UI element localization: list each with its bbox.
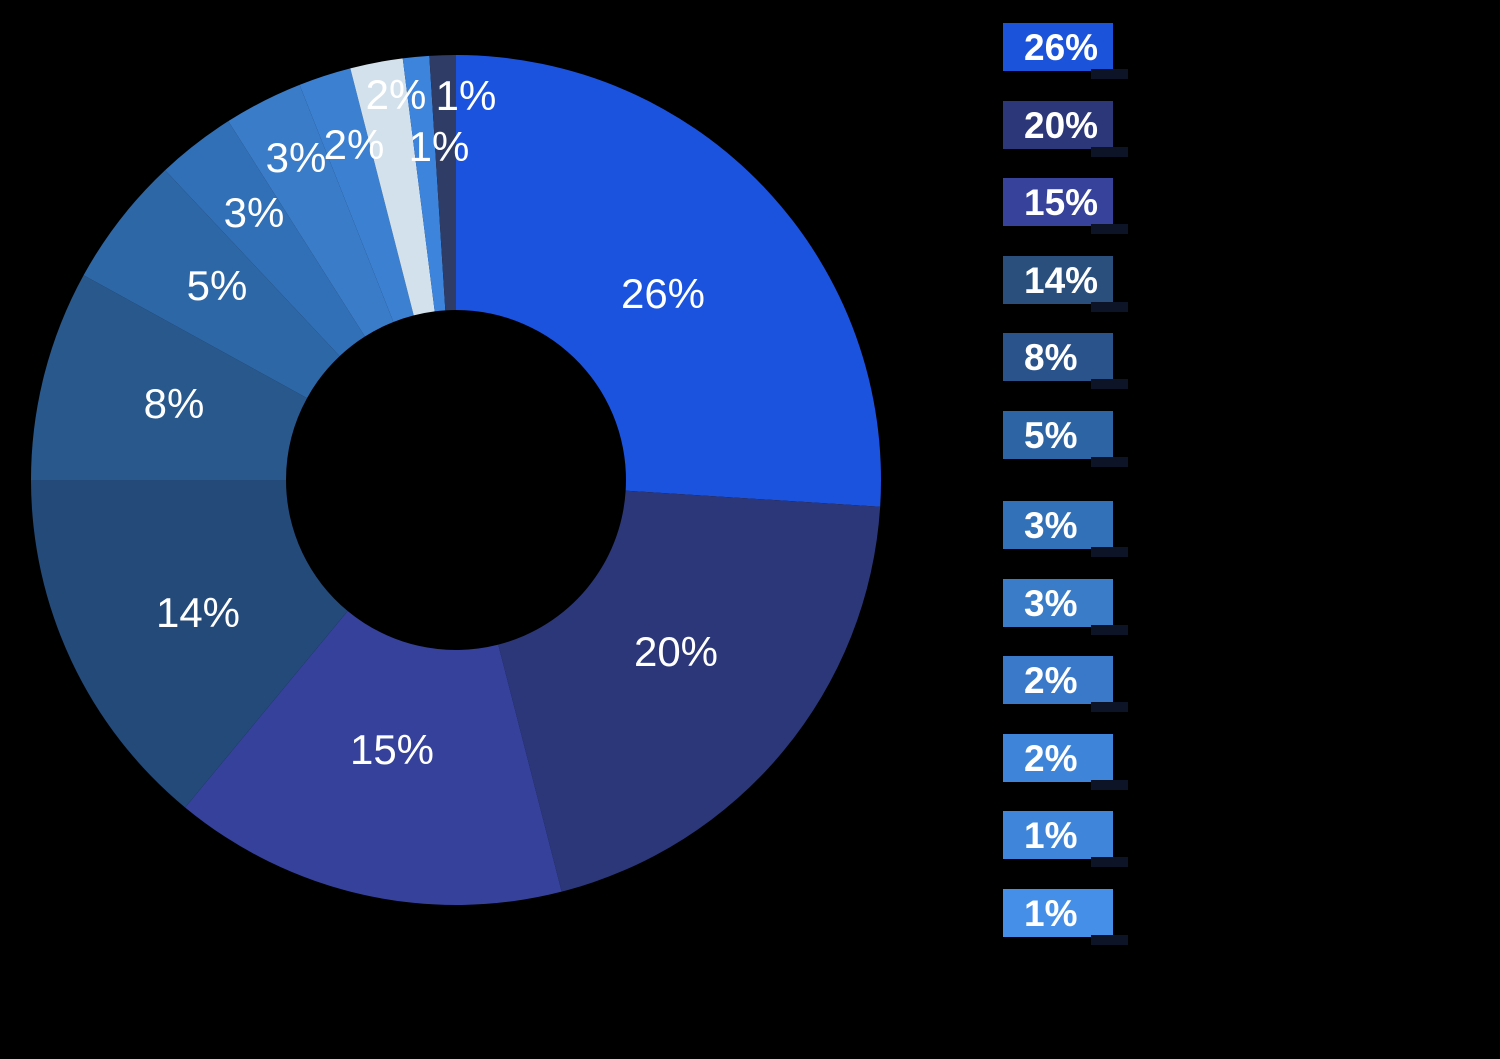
pie-slice-label: 1% [435,72,497,119]
legend-item: 1% [1003,811,1128,867]
legend-item: 15% [1003,178,1128,234]
legend-item: 3% [1003,501,1128,557]
legend-label: 3% [1024,582,1078,624]
legend-item-shadow [1091,69,1128,79]
legend-label: 26% [1024,26,1099,68]
legend-item-shadow [1091,780,1128,790]
legend-item-shadow [1091,935,1128,945]
legend-item: 5% [1003,411,1128,467]
legend-item: 3% [1003,579,1128,635]
legend-item: 2% [1003,734,1128,790]
legend-item-shadow [1091,302,1128,312]
legend-label: 3% [1024,504,1078,546]
pie-slice-10 [402,55,446,312]
pie-slice-8 [299,68,414,322]
pie-slice-9 [350,58,435,316]
legend-item-shadow [1091,625,1128,635]
legend-label: 14% [1024,259,1099,301]
legend-label: 1% [1024,892,1078,934]
pie-slice-label: 5% [186,262,248,309]
legend-item-shadow [1091,379,1128,389]
legend-item: 20% [1003,101,1128,157]
pie-slice-label: 2% [365,71,427,118]
legend-label: 2% [1024,659,1078,701]
pie-slice-3 [31,480,348,808]
legend-item-shadow [1091,457,1128,467]
legend-item: 26% [1003,23,1128,79]
legend-item: 2% [1003,656,1128,712]
pie-slice-label: 15% [349,726,435,773]
pie-slice-11 [429,55,456,311]
legend-item-shadow [1091,857,1128,867]
pie-slice-2 [185,610,562,906]
pie-slice-label: 2% [323,121,385,168]
legend-label: 1% [1024,814,1078,856]
pie-slice-label: 1% [408,123,470,170]
pie-slice-label: 20% [633,628,719,675]
pie-slice-label: 8% [143,380,205,427]
legend-item: 14% [1003,256,1128,312]
legend-item-shadow [1091,702,1128,712]
pie-slice-7 [228,84,394,337]
legend-label: 5% [1024,414,1078,456]
legend-item: 1% [1003,889,1128,945]
legend-item-shadow [1091,547,1128,557]
pie-slice-0 [456,55,881,507]
pie-slice-1 [498,490,881,892]
legend-item: 8% [1003,333,1128,389]
legend-item-shadow [1091,224,1128,234]
pie-slice-label: 14% [155,589,241,636]
legend-item-shadow [1091,147,1128,157]
legend-label: 15% [1024,181,1099,223]
pie-slice-4 [30,275,308,480]
pie-slice-6 [165,121,365,357]
pie-slice-label: 26% [620,270,706,317]
legend-label: 8% [1024,336,1078,378]
pie-slice-label: 3% [223,189,285,236]
pie-slice-5 [83,170,340,399]
legend-label: 20% [1024,104,1099,146]
legend-label: 2% [1024,737,1078,779]
pie-slice-label: 3% [265,134,327,181]
